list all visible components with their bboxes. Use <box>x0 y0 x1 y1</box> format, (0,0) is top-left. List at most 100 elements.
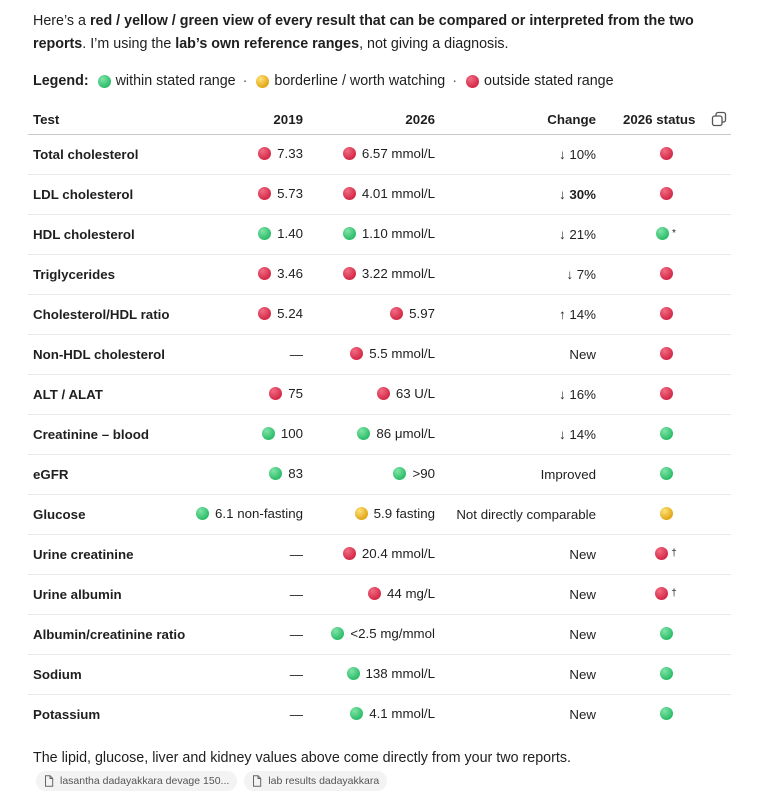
green-dot-icon <box>659 666 673 680</box>
value-2026: 138 mmol/L <box>365 666 435 681</box>
legend: Legend: within stated range · borderline… <box>33 71 733 91</box>
cell-2019: 1.40 <box>178 214 308 255</box>
cell-2019: 7.33 <box>178 134 308 175</box>
cell-test: Total cholesterol <box>28 134 178 175</box>
value-2026: 20.4 mmol/L <box>361 546 435 561</box>
cell-status <box>601 254 731 295</box>
cell-2019: 100 <box>178 414 308 455</box>
value-2019: — <box>289 347 303 362</box>
table-row: Triglycerides 3.46 3.22 mmol/L ↓ 7% <box>28 254 731 295</box>
cell-status <box>601 134 731 175</box>
value-2019: — <box>289 627 303 642</box>
change-value: New <box>569 707 596 722</box>
cell-status <box>601 695 731 735</box>
copy-icon[interactable] <box>711 111 727 127</box>
value-2019: 100 <box>280 426 303 441</box>
cell-2019: — <box>178 614 308 655</box>
cell-status: * <box>601 214 731 255</box>
legend-item-red: outside stated range <box>484 73 614 89</box>
cell-test: Cholesterol/HDL ratio <box>28 294 178 335</box>
green-dot-icon <box>659 466 673 480</box>
value-2026: 44 mg/L <box>386 586 435 601</box>
cell-change: ↓ 7% <box>440 254 601 295</box>
cell-status <box>601 374 731 415</box>
cell-change: New <box>440 695 601 735</box>
value-2019: 5.24 <box>277 306 303 321</box>
cell-test: Potassium <box>28 695 178 735</box>
table-row: HDL cholesterol 1.40 1.10 mmol/L ↓ 21% * <box>28 214 731 255</box>
cell-2019: 5.24 <box>178 294 308 335</box>
source-chips: lasantha dadayakkara devage 150... lab r… <box>36 771 388 791</box>
value-2019: 83 <box>288 466 303 481</box>
legend-separator: · <box>242 73 248 89</box>
value-2019: 1.40 <box>277 226 303 241</box>
source-chip[interactable]: lasantha dadayakkara devage 150... <box>36 771 238 791</box>
change-value: ↓ 14% <box>559 427 596 442</box>
cell-2026: 1.10 mmol/L <box>308 214 440 255</box>
value-2026: 5.9 fasting <box>373 506 435 521</box>
red-dot-icon <box>258 187 272 200</box>
green-dot-icon <box>393 467 407 480</box>
cell-2026: 44 mg/L <box>308 574 440 615</box>
cell-change: New <box>440 654 601 695</box>
red-dot-icon <box>258 147 272 160</box>
red-dot-icon <box>466 74 480 88</box>
red-dot-icon <box>655 586 669 600</box>
intro-paragraph: Here’s a red / yellow / green view of ev… <box>33 10 733 56</box>
test-name: LDL cholesterol <box>33 187 134 202</box>
test-name: Creatinine – blood <box>33 427 149 442</box>
cell-change: ↓ 16% <box>440 374 601 415</box>
cell-2019: 6.1 non-fasting <box>178 494 308 535</box>
value-2026: <2.5 mg/mmol <box>350 626 435 641</box>
cell-test: LDL cholesterol <box>28 174 178 215</box>
legend-label: Legend: <box>33 73 89 89</box>
change-value: Not directly comparable <box>456 507 596 522</box>
value-2019: — <box>289 587 303 602</box>
cell-status <box>601 454 731 495</box>
cell-status <box>601 334 731 375</box>
red-dot-icon <box>258 267 272 280</box>
cell-2026: 5.97 <box>308 294 440 335</box>
test-name: Sodium <box>33 667 82 682</box>
cell-test: Urine creatinine <box>28 534 178 575</box>
green-dot-icon <box>97 74 111 88</box>
source-chip-label: lasantha dadayakkara devage 150... <box>60 775 230 787</box>
intro-text-2: . I’m using the <box>82 36 176 52</box>
cell-2026: 86 μmol/L <box>308 414 440 455</box>
header-status: 2026 status <box>601 104 731 135</box>
cell-status: † <box>601 574 731 615</box>
cell-change: ↓ 14% <box>440 414 601 455</box>
table-row: Potassium — 4.1 mmol/L New <box>28 695 731 735</box>
change-value: New <box>569 347 596 362</box>
file-icon <box>253 775 262 787</box>
cell-change: New <box>440 534 601 575</box>
value-2026: 1.10 mmol/L <box>361 226 435 241</box>
cell-2026: 138 mmol/L <box>308 654 440 695</box>
source-chip[interactable]: lab results dadayakkara <box>244 771 388 791</box>
intro-text-1: Here’s a <box>33 13 90 29</box>
intro-bold-1: red / yellow / green view of every resul… <box>33 13 694 52</box>
change-value: New <box>569 587 596 602</box>
value-2019: — <box>289 707 303 722</box>
cell-change: New <box>440 574 601 615</box>
cell-change: ↓ 21% <box>440 214 601 255</box>
red-dot-icon <box>659 146 673 160</box>
yellow-dot-icon <box>354 507 368 520</box>
change-value: New <box>569 627 596 642</box>
green-dot-icon <box>269 467 283 480</box>
value-2026: 3.22 mmol/L <box>361 266 435 281</box>
green-dot-icon <box>196 507 210 520</box>
cell-2026: >90 <box>308 454 440 495</box>
table-row: Albumin/creatinine ratio — <2.5 mg/mmol New <box>28 614 731 655</box>
table-row: eGFR 83 >90 Improved <box>28 454 731 495</box>
cell-status: † <box>601 534 731 575</box>
intro-bold-2: lab’s own reference ranges <box>175 36 360 52</box>
change-value: ↑ 14% <box>559 307 596 322</box>
cell-2026: 6.57 mmol/L <box>308 134 440 175</box>
change-value: ↓ 30% <box>559 187 596 202</box>
cell-2026: 5.5 mmol/L <box>308 334 440 375</box>
cell-2026: <2.5 mg/mmol <box>308 614 440 655</box>
intro-text-3: , not giving a diagnosis. <box>359 36 509 52</box>
test-name: Total cholesterol <box>33 147 139 162</box>
footer-text: The lipid, glucose, liver and kidney val… <box>33 750 571 766</box>
